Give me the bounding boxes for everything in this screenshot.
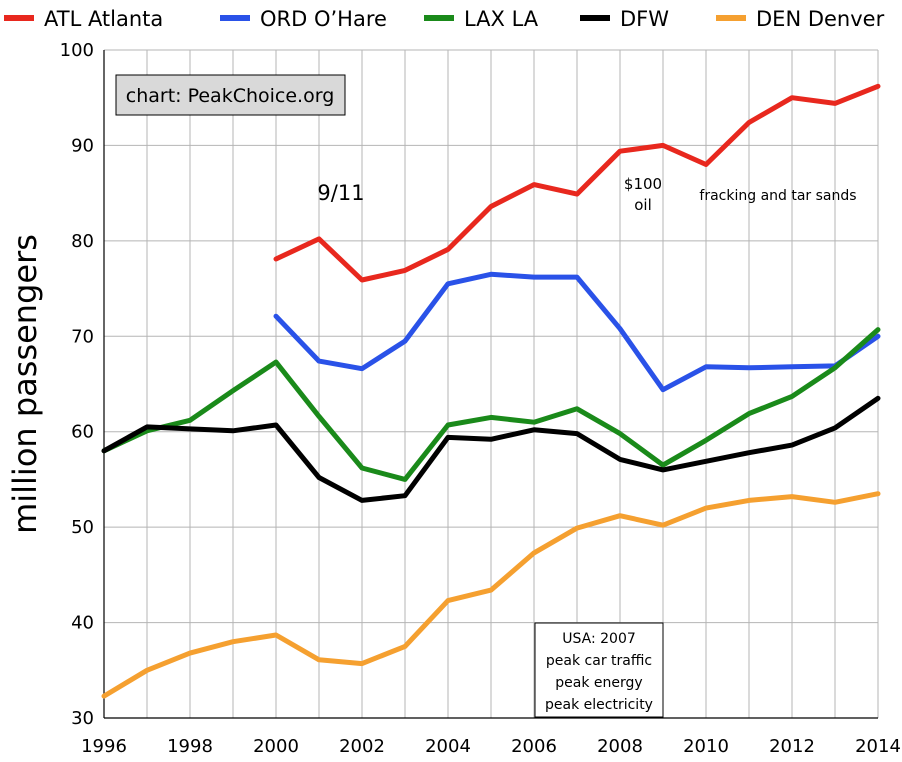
y-tick-label: 90 xyxy=(71,135,94,156)
y-tick-label: 100 xyxy=(60,40,94,61)
x-tick-label: 2002 xyxy=(339,736,385,757)
usa-line-4: peak electricity xyxy=(545,697,653,713)
fracking-label: fracking and tar sands xyxy=(699,188,856,204)
y-tick-label: 50 xyxy=(71,517,94,538)
x-tick-label: 1998 xyxy=(167,736,213,757)
oil-label-line1: $100 xyxy=(624,175,662,193)
series-lines xyxy=(101,83,881,699)
x-tick-label: 2014 xyxy=(855,736,901,757)
y-tick-label: 70 xyxy=(71,326,94,347)
legend-label-1: ORD O’Hare xyxy=(260,7,387,31)
x-tick-label: 2008 xyxy=(597,736,643,757)
series-line-2 xyxy=(101,327,881,482)
x-tick-label: 2010 xyxy=(683,736,729,757)
x-tick-label: 1996 xyxy=(81,736,127,757)
x-tick-label: 2000 xyxy=(253,736,299,757)
y-tick-label: 80 xyxy=(71,231,94,252)
usa-line-1: USA: 2007 xyxy=(562,631,636,647)
y-tick-label: 60 xyxy=(71,422,94,443)
source-label: chart: PeakChoice.org xyxy=(126,85,335,107)
series-line-0 xyxy=(273,83,881,283)
source-box xyxy=(115,74,346,116)
usa-line-2: peak car traffic xyxy=(546,653,652,669)
legend-label-3: DFW xyxy=(620,7,669,31)
y-tick-label: 40 xyxy=(71,613,94,634)
legend: ATL Atlanta ORD O’Hare LAX LA DFW DEN Denver xyxy=(4,7,885,31)
series-line-1 xyxy=(273,271,881,393)
x-tick-label: 2004 xyxy=(425,736,471,757)
y-tick-label: 30 xyxy=(71,708,94,729)
usa-line-3: peak energy xyxy=(555,675,642,691)
usa-box xyxy=(534,622,664,718)
series-line-3 xyxy=(101,395,881,503)
legend-label-0: ATL Atlanta xyxy=(44,7,163,31)
series-line-4 xyxy=(101,491,881,699)
annotations: chart: PeakChoice.org 9/11 $100 oil frac… xyxy=(115,74,857,718)
grid xyxy=(103,49,879,719)
axes: 30 40 50 60 70 80 90 100 1996 1998 2000 2002 2004 200… xyxy=(60,40,901,757)
legend-label-2: LAX LA xyxy=(464,7,539,31)
legend-label-4: DEN Denver xyxy=(756,7,885,31)
x-tick-label: 2006 xyxy=(511,736,557,757)
oil-label-line2: oil xyxy=(634,196,652,214)
x-tick-label: 2012 xyxy=(769,736,815,757)
y-axis-label: million passengers xyxy=(6,234,44,534)
event-911-label: 9/11 xyxy=(317,181,364,205)
